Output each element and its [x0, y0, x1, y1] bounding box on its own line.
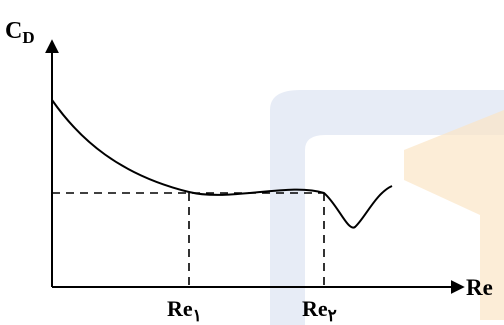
watermark-graduation-cap [404, 110, 504, 320]
axes [45, 39, 465, 294]
watermark-blue-shape [270, 90, 504, 325]
guide-lines [52, 192, 325, 287]
y-axis-label-subscript: D [22, 28, 34, 47]
x-axis-label: Re [466, 275, 493, 300]
re1-label-base: Re [167, 296, 193, 321]
drag-curve [51, 99, 393, 229]
re2-label: Re۲ [302, 296, 337, 325]
re1-label-subscript: ۱ [193, 306, 202, 325]
y-axis-label: CD [5, 18, 35, 47]
re2-label-subscript: ۲ [328, 306, 337, 325]
y-axis-label-base: C [5, 18, 22, 44]
re2-label-base: Re [302, 296, 328, 321]
watermark [270, 90, 504, 325]
re1-label: Re۱ [167, 296, 202, 325]
